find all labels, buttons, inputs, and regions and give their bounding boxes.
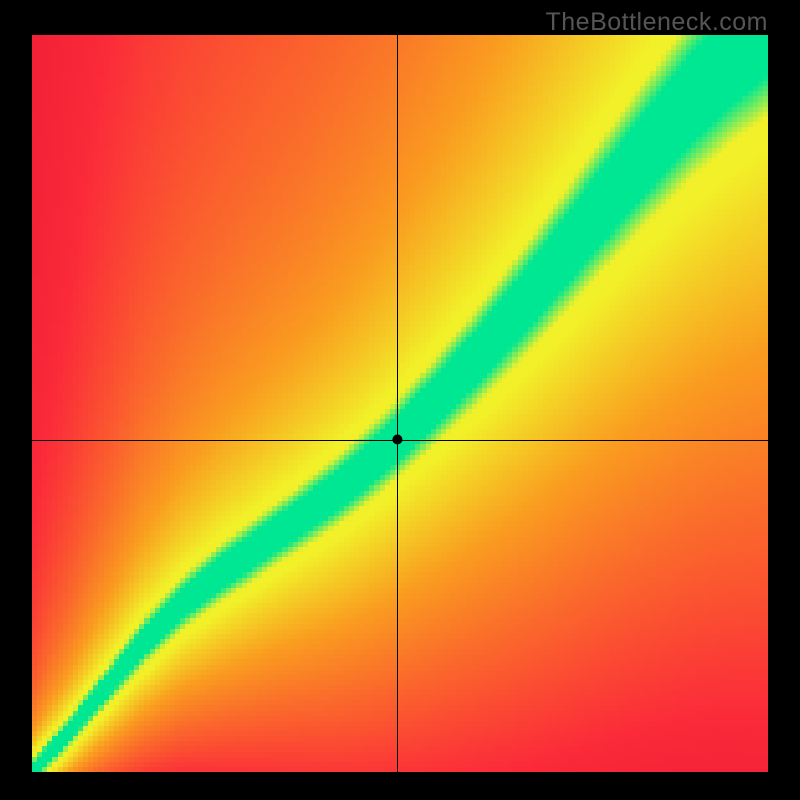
watermark-text: TheBottleneck.com — [546, 8, 769, 37]
bottleneck-heatmap-canvas — [0, 0, 800, 800]
chart-container: TheBottleneck.com — [0, 0, 800, 800]
